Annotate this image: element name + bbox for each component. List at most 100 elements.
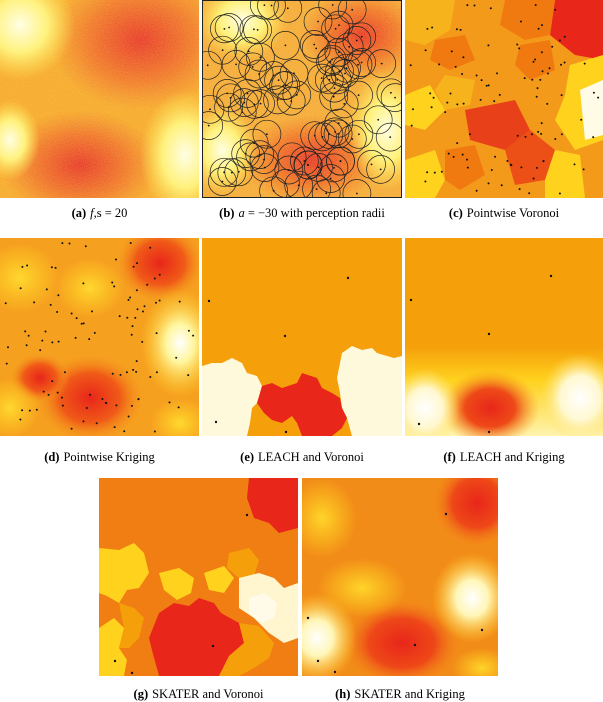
sensor-node: [56, 311, 59, 313]
cluster-head: [549, 274, 553, 278]
sensor-node: [337, 122, 340, 124]
sensor-node: [57, 340, 60, 343]
sensor-node: [454, 65, 457, 68]
perception-radius: [318, 0, 348, 20]
sensor-node: [456, 103, 459, 106]
caption-d-label: (d): [44, 450, 60, 464]
sensor-node: [560, 63, 562, 66]
sensor-node: [339, 160, 342, 162]
perception-radius: [257, 0, 286, 20]
cluster-head: [245, 513, 249, 517]
sensor-node: [307, 164, 310, 167]
sensor-node: [462, 102, 465, 105]
caption-c-text: Pointwise Voronoi: [466, 206, 560, 220]
sensor-node: [357, 63, 359, 66]
sensor-node: [177, 406, 180, 409]
sensor-node: [500, 184, 503, 187]
perception-radius: [252, 119, 282, 149]
cluster-head: [306, 616, 310, 620]
sensor-node: [426, 27, 429, 30]
sensor-node: [410, 124, 413, 127]
perception-radius: [366, 155, 395, 184]
sensor-node: [272, 189, 275, 192]
sensor-node: [187, 374, 190, 377]
sensor-node: [82, 420, 85, 423]
sensor-node: [111, 281, 114, 284]
sensor-node: [111, 372, 114, 375]
sensor-node: [105, 402, 108, 405]
sensor-node: [57, 294, 60, 297]
sensor-node: [541, 24, 543, 27]
sensor-node: [558, 192, 561, 195]
sensor-node: [466, 166, 469, 169]
caption-c: (c) Pointwise Voronoi: [405, 206, 603, 220]
sensor-node: [119, 373, 122, 376]
sensor-node: [126, 316, 129, 319]
caption-a-text: ,s = 20: [93, 206, 128, 220]
sensor-node: [541, 70, 544, 73]
panel-g-image: [99, 478, 298, 676]
sensor-node: [84, 245, 87, 248]
sensor-node: [101, 398, 104, 400]
sensor-node: [440, 170, 443, 173]
perception-radius: [344, 80, 373, 110]
perception-radius: [324, 37, 354, 67]
sensor-node: [389, 136, 392, 139]
sensor-node: [547, 72, 549, 75]
sensor-node: [21, 409, 24, 412]
sensor-node: [277, 79, 280, 81]
perception-radius: [202, 50, 223, 80]
perception-radius: [319, 153, 349, 183]
sensor-node: [409, 64, 412, 67]
sensor-node: [223, 171, 225, 174]
perception-radius: [216, 83, 245, 113]
sensor-node: [61, 396, 63, 399]
sensor-node: [61, 404, 64, 407]
sensor-node: [315, 47, 318, 50]
sensor-node: [137, 398, 140, 400]
perception-radius: [250, 0, 279, 20]
sensor-node: [178, 300, 181, 303]
caption-e-label: (e): [240, 450, 255, 464]
sensor-node: [206, 64, 209, 67]
cluster-head: [207, 299, 211, 303]
sensor-node: [263, 4, 266, 6]
perception-radius: [209, 157, 239, 187]
perception-radius: [329, 89, 359, 119]
perception-radius: [320, 117, 350, 147]
sensor-node: [348, 45, 351, 48]
perception-radius: [344, 119, 374, 149]
sensor-node: [430, 106, 433, 109]
sensor-node: [24, 330, 27, 333]
sensor-node: [82, 322, 85, 325]
perception-radius: [264, 65, 293, 95]
sensor-node: [153, 277, 156, 280]
sensor-node: [540, 51, 543, 54]
sensor-node: [85, 407, 88, 409]
perception-radius: [259, 176, 288, 198]
sensor-node: [487, 44, 490, 47]
sensor-node: [149, 376, 152, 378]
perception-radius: [325, 56, 354, 86]
sensor-node: [127, 298, 130, 301]
sensor-node: [466, 4, 469, 7]
sensor-node: [272, 74, 275, 77]
perception-radius: [347, 48, 376, 77]
sensor-node: [560, 94, 563, 97]
caption-b: (b) a = −30 with perception radii: [202, 206, 402, 220]
sensor-node: [293, 72, 295, 75]
sensor-node: [91, 310, 93, 313]
sensor-node: [563, 61, 566, 64]
sensor-node: [424, 49, 427, 52]
perception-radius: [233, 79, 262, 108]
sensor-node: [516, 134, 519, 137]
perception-radius: [282, 80, 312, 110]
cluster-head: [487, 332, 491, 336]
sensor-node: [143, 305, 146, 308]
sensor-node: [523, 77, 526, 80]
sensor-node: [70, 427, 73, 430]
perception-radius: [376, 78, 402, 108]
sensor-node: [560, 133, 563, 136]
perception-radius: [236, 142, 265, 172]
sensor-node: [438, 63, 441, 66]
